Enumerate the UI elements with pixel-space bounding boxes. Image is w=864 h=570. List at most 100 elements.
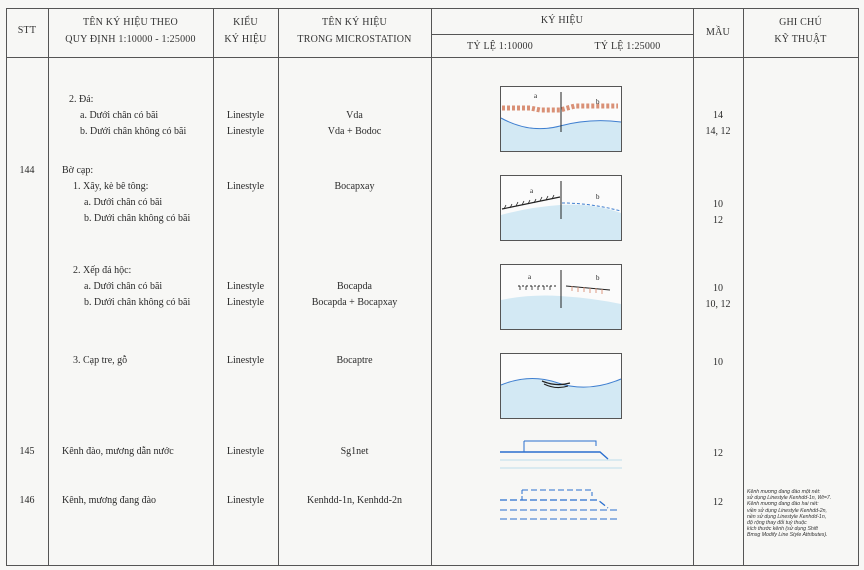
- kenhdd-technical-note: Kênh mương đang đào một nét: sử dụng Lin…: [747, 489, 855, 539]
- dug-canal-line-1: [500, 499, 609, 509]
- water-area: [501, 204, 621, 240]
- rock-pattern: [502, 103, 618, 113]
- row-tre-ms: Bocaptre: [336, 355, 373, 366]
- header-ms-line2: TRONG MICROSTATION: [297, 34, 412, 45]
- row-kenh-color: 12: [713, 448, 723, 459]
- row-xep-b-color: 10, 12: [705, 299, 731, 310]
- header-color: MẦU: [706, 27, 730, 38]
- header-note: GHI CHÚ KỸ THUẬT: [743, 14, 858, 48]
- table-top-border: [6, 8, 859, 9]
- dug-canal-top: [522, 489, 593, 496]
- stone-ticks-b: [571, 286, 603, 294]
- symbol-da-rock-shore: a b: [500, 86, 622, 152]
- label-b: b: [596, 274, 600, 282]
- symbol-kenh-dang-dao: [500, 489, 620, 520]
- row-kenh-type: Linestyle: [226, 446, 265, 457]
- row-xep-b: b. Dưới chân không có bãi: [84, 297, 191, 308]
- row-kenhdd-ms: Kenhdd-1n, Kenhdd-2n: [307, 495, 402, 506]
- header-microstation: TÊN KÝ HIỆU TRONG MICROSTATION: [278, 14, 431, 48]
- header-type-line2: KÝ HIỆU: [224, 34, 267, 45]
- label-a: a: [534, 92, 538, 100]
- row-tre-color: 10: [713, 357, 723, 368]
- table-bottom-border: [6, 565, 859, 566]
- stt-145: 145: [19, 446, 35, 457]
- row-tre-type: Linestyle: [226, 355, 265, 366]
- row-bocap-title: Bờ cạp:: [62, 165, 94, 176]
- bamboo-line-2: [543, 383, 569, 389]
- symbol-bocap-da: a b: [500, 264, 622, 330]
- header-name-line2: QUY ĐỊNH 1:10000 - 1:25000: [65, 34, 196, 45]
- row-kenhdd-type: Linestyle: [226, 495, 265, 506]
- note-line: viền sử dụng Linestyle Kenhdd-2n,: [747, 507, 828, 514]
- row-da-title: 2. Đá:: [69, 94, 94, 105]
- header-type-line1: KIỂU: [233, 17, 258, 28]
- shoreline: [500, 378, 622, 388]
- note-line: nền sử dụng Linestyle Kenhdd-1n,: [747, 513, 827, 520]
- col-border-3: [278, 8, 279, 566]
- note-line: Bmsg Modify Line Style Attributes).: [747, 532, 828, 539]
- water-area: [501, 295, 621, 329]
- col-border-4: [431, 8, 432, 566]
- symbol-kenh-dao: [500, 440, 622, 469]
- header-scale-25000: TỶ LỆ 1:25000: [594, 41, 661, 52]
- row-da-a-type: Linestyle: [226, 110, 265, 121]
- row-tre-title: 3. Cạp tre, gỗ: [73, 355, 128, 366]
- row-xep-title: 2. Xếp đá hộc:: [73, 265, 132, 276]
- header-name-line1: TÊN KÝ HIỆU THEO: [83, 17, 178, 28]
- header-ms-line1: TÊN KÝ HIỆU: [322, 17, 387, 28]
- row-xay-b: b. Dưới chân không có bãi: [84, 213, 191, 224]
- shoreline: [500, 117, 622, 130]
- header-scale-10000: TỶ LỆ 1:10000: [467, 41, 533, 52]
- label-a: a: [528, 273, 532, 281]
- row-da-a: a. Dưới chân có bãi: [80, 110, 159, 121]
- row-xep-b-ms: Bocapda + Bocapxay: [311, 297, 398, 308]
- row-xep-a-color: 10: [713, 283, 723, 294]
- header-name: TÊN KÝ HIỆU THEO QUY ĐỊNH 1:10000 - 1:25…: [48, 14, 213, 48]
- row-kenhdd-color: 12: [713, 497, 723, 508]
- col-border-2: [213, 8, 214, 566]
- row-xay-b-color: 12: [713, 215, 723, 226]
- header-type: KIỂU KÝ HIỆU: [213, 14, 278, 48]
- note-line: Kênh mương đang đào hai nét:: [747, 501, 819, 508]
- stt-146: 146: [19, 495, 35, 506]
- row-xep-a: a. Dưới chân có bãi: [84, 281, 163, 292]
- row-xep-b-type: Linestyle: [226, 297, 265, 308]
- row-da-a-ms: Vda: [346, 110, 363, 121]
- label-a: a: [530, 187, 534, 195]
- header-note-line2: KỸ THUẬT: [774, 34, 827, 45]
- row-xay-title: 1. Xây, kè bê tông:: [73, 181, 149, 192]
- water-area: [501, 118, 621, 151]
- stt-144: 144: [19, 165, 35, 176]
- col-border-0: [6, 8, 7, 566]
- header-symbol: KÝ HIỆU: [540, 15, 584, 26]
- water-area: [501, 378, 621, 418]
- row-kenhdd-name: Kênh, mương đang đào: [62, 495, 157, 506]
- header-note-line1: GHI CHÚ: [779, 17, 822, 28]
- note-line: kích thước kênh (sử dụng Shift: [747, 526, 818, 533]
- note-line: Kênh mương đang đào một nét:: [747, 489, 821, 495]
- wall-ticks: [503, 194, 555, 210]
- row-xep-a-type: Linestyle: [226, 281, 265, 292]
- row-da-a-color: 14: [713, 110, 723, 121]
- row-da-b-color: 14, 12: [705, 126, 731, 137]
- bamboo-line-1: [541, 380, 571, 386]
- col-border-5: [693, 8, 694, 566]
- row-kenh-ms: Sg1net: [340, 446, 369, 457]
- row-kenh-name: Kênh đào, mương dẫn nước: [62, 446, 174, 457]
- label-b: b: [596, 98, 600, 106]
- symbol-bocap-xay: a b: [500, 175, 622, 241]
- row-xay-ms: Bocapxay: [334, 181, 375, 192]
- wall-line: [501, 196, 561, 210]
- row-da-b-ms: Vda + Bodoc: [327, 126, 382, 137]
- header-stt: STT: [17, 25, 37, 36]
- col-border-1: [48, 8, 49, 566]
- note-line: độ rộng thay đổi tuỳ thuộc: [747, 520, 807, 527]
- col-border-6: [743, 8, 744, 566]
- stone-ticks-a: [519, 286, 551, 290]
- canal-main-line: [500, 451, 609, 460]
- row-xay-a-color: 10: [713, 199, 723, 210]
- row-xay-a: a. Dưới chân có bãi: [84, 197, 163, 208]
- col-border-7: [858, 8, 859, 566]
- note-line: sử dụng Linestyle Kenhdd-1n, Wt=7.: [747, 495, 832, 502]
- row-xep-a-ms: Bocapda: [337, 281, 372, 292]
